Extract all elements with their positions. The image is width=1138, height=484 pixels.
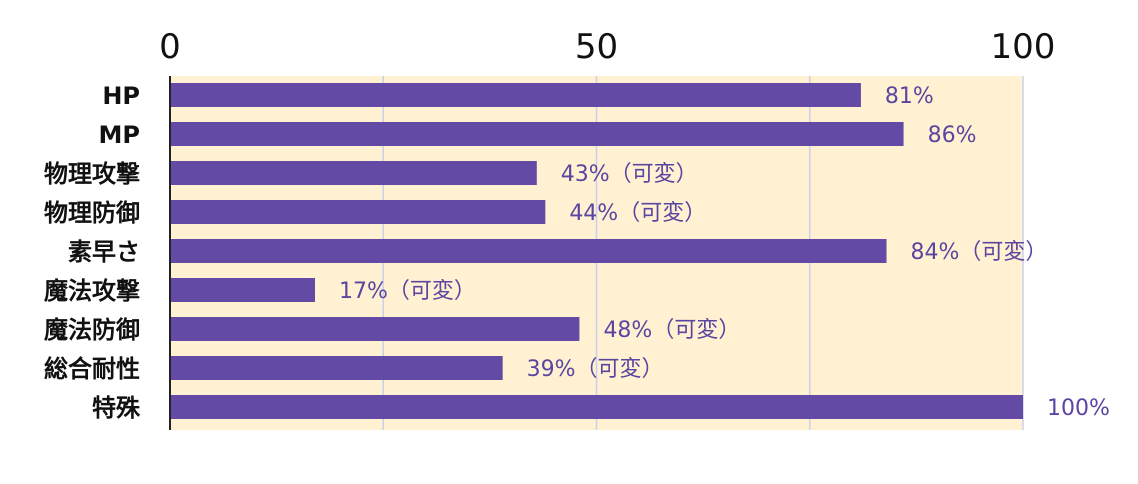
bars <box>170 83 1023 419</box>
category-label: 物理攻撃 <box>44 160 140 188</box>
category-label: HP <box>102 82 140 110</box>
bar <box>170 200 546 224</box>
bar <box>170 239 887 263</box>
bar <box>170 278 316 302</box>
x-tick-label: 50 <box>575 27 618 67</box>
x-tick-label: 0 <box>159 27 181 67</box>
category-label: 魔法攻撃 <box>44 277 140 305</box>
data-label: 39%（可変） <box>527 357 664 382</box>
bar <box>170 317 580 341</box>
x-tick-label: 100 <box>991 27 1056 67</box>
data-label: 44%（可変） <box>569 201 706 226</box>
data-label: 81% <box>885 84 934 109</box>
value-labels: 81% 86% 43%（可変） 44%（可変） 84%（可変） 17%（可変） 48%（可変… <box>339 84 1110 421</box>
x-axis-ticks: 0 50 100 <box>159 27 1055 67</box>
bar <box>170 395 1023 419</box>
bar <box>170 356 503 380</box>
data-label: 43%（可変） <box>561 162 698 187</box>
category-label: 特殊 <box>92 394 141 422</box>
category-label: 魔法防御 <box>44 316 140 344</box>
category-label: MP <box>99 121 140 149</box>
data-label: 86% <box>928 123 977 148</box>
data-label: 84%（可変） <box>911 240 1048 265</box>
bar <box>170 161 537 185</box>
category-label: 素早さ <box>68 238 140 266</box>
category-label: 物理防御 <box>44 199 140 227</box>
bar <box>170 122 904 146</box>
data-label: 100% <box>1047 396 1110 421</box>
data-label: 48%（可変） <box>603 318 740 343</box>
category-label: 総合耐性 <box>44 355 140 383</box>
bar <box>170 83 861 107</box>
data-label: 17%（可変） <box>339 279 476 304</box>
